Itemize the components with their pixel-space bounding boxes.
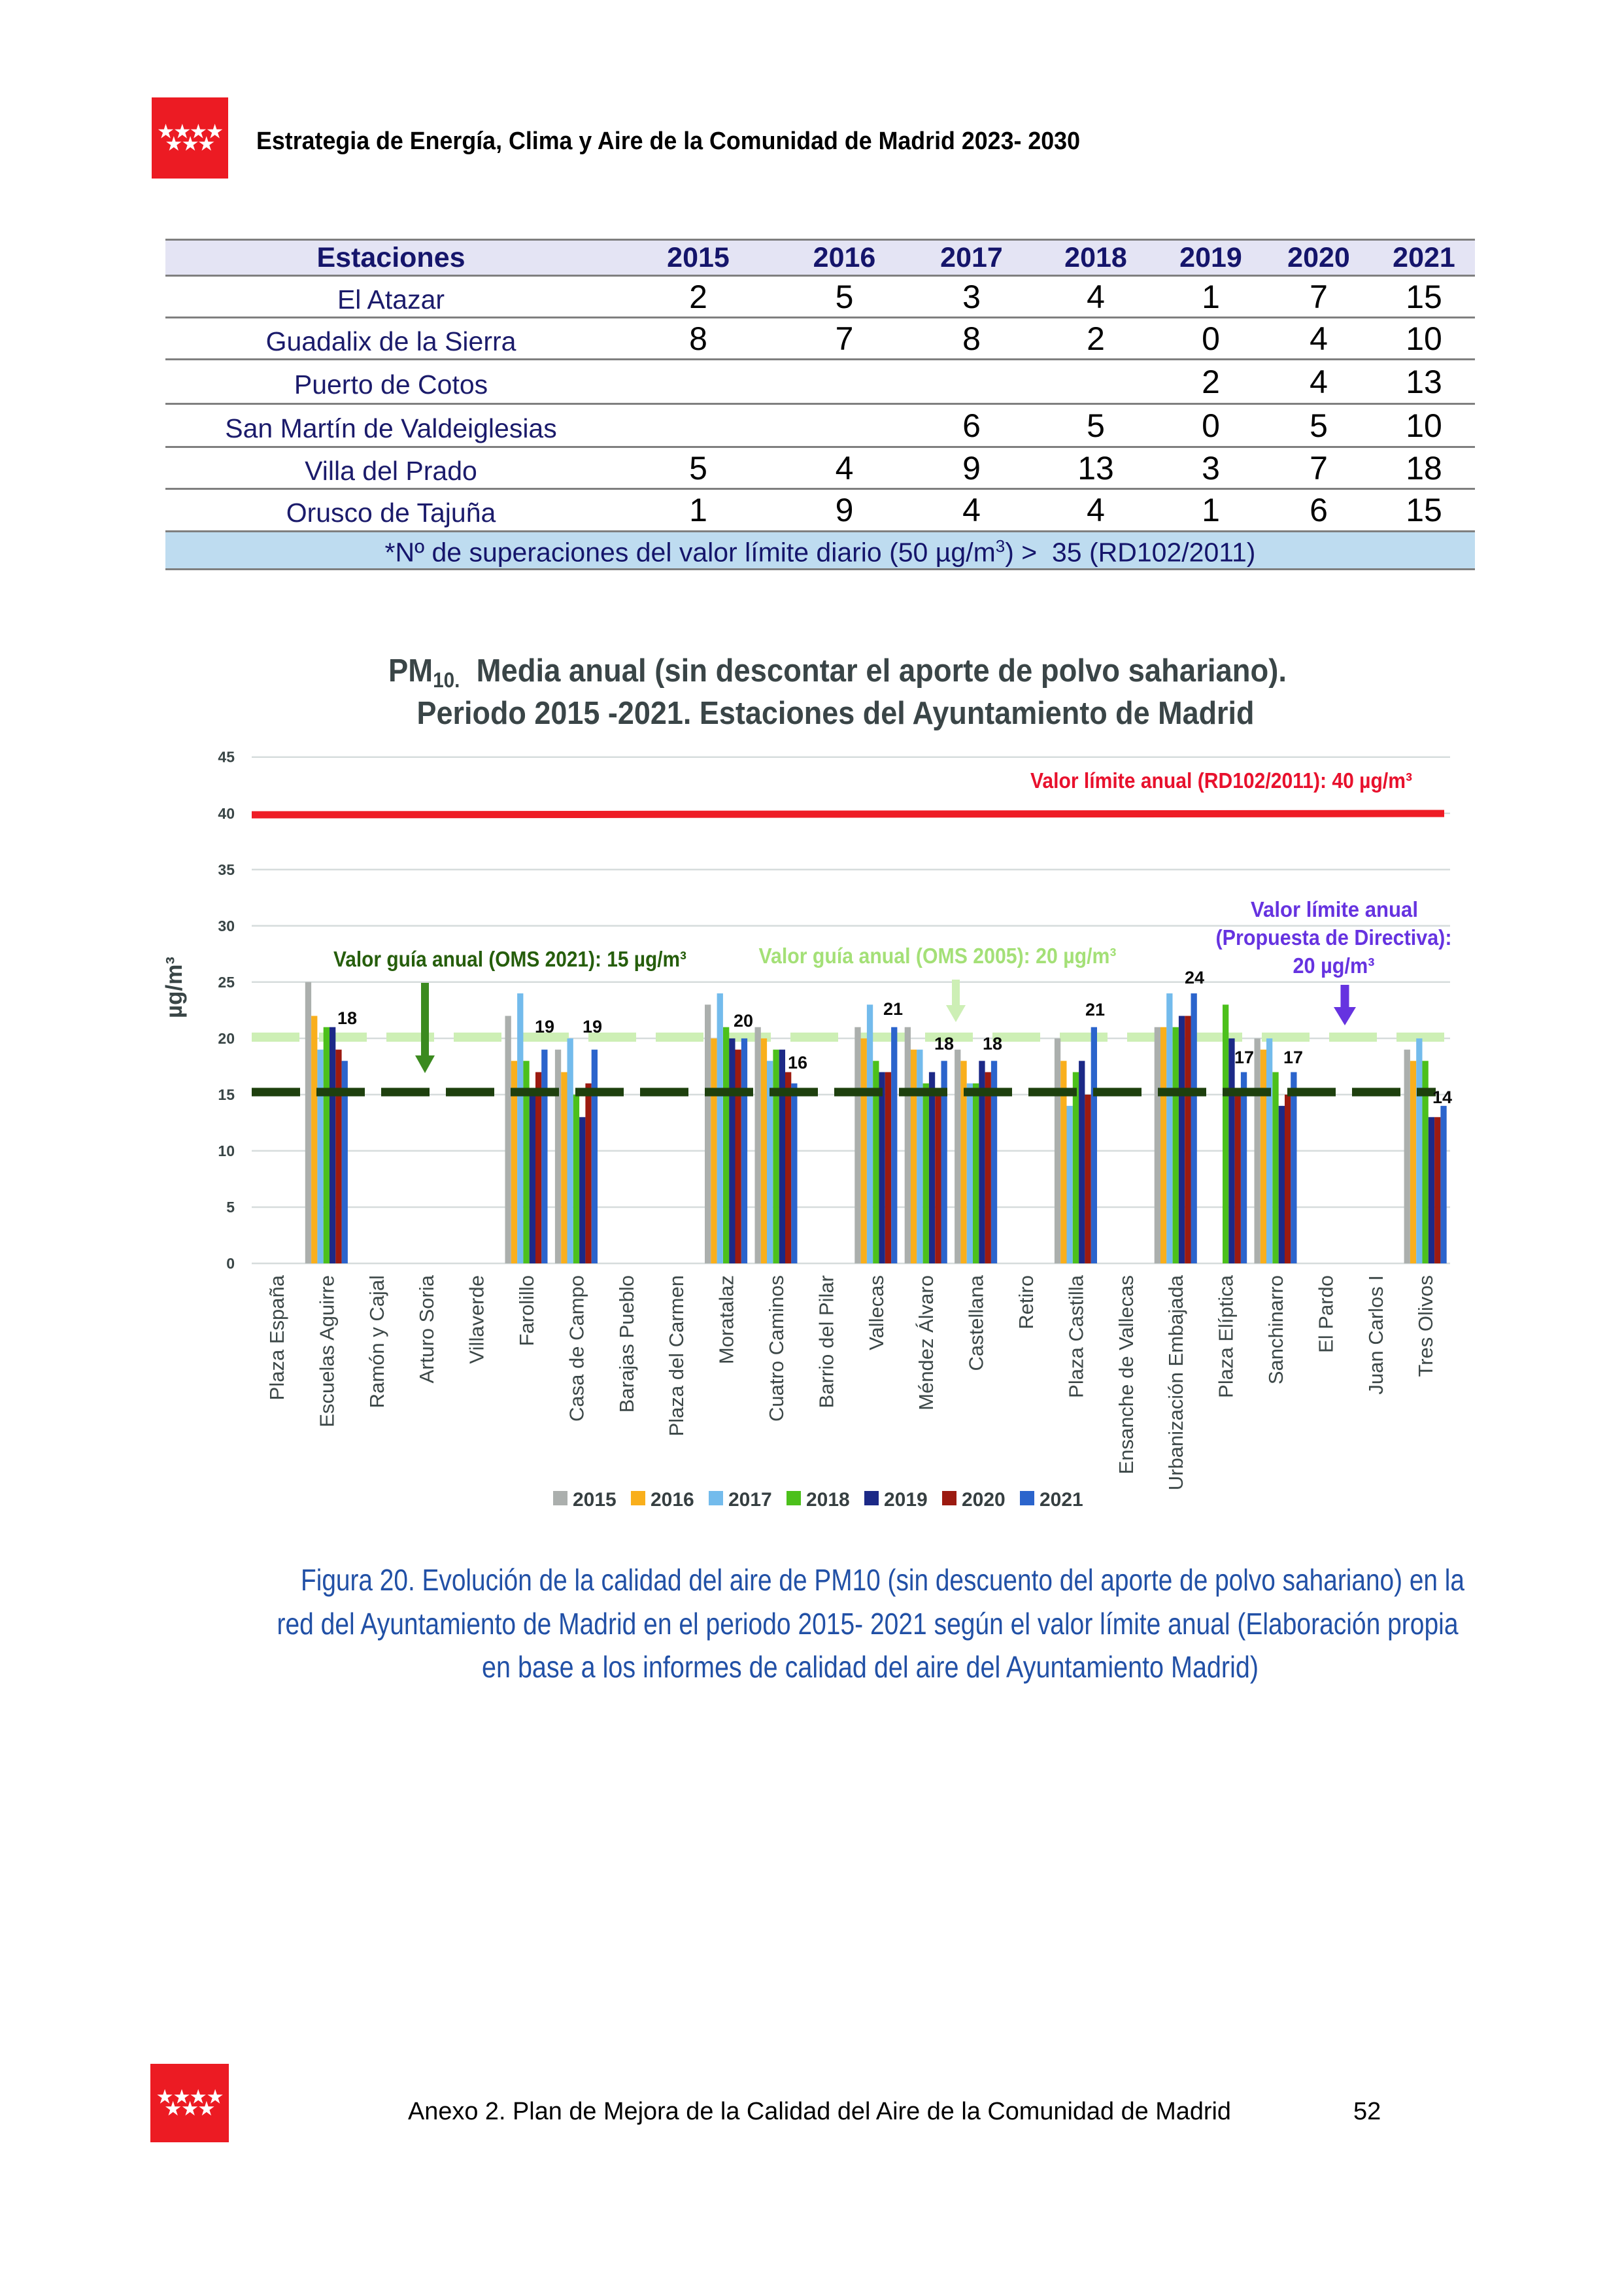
svg-text:Periodo 2015 -2021. Estaciones: Periodo 2015 -2021. Estaciones del Ayunt… xyxy=(417,696,1255,731)
svg-text:Vallecas: Vallecas xyxy=(865,1275,888,1350)
svg-text:Plaza España: Plaza España xyxy=(265,1275,288,1400)
svg-text:red del Ayuntamiento de Madrid: red del Ayuntamiento de Madrid en el per… xyxy=(277,1607,1459,1641)
svg-text:0: 0 xyxy=(226,1255,235,1272)
svg-text:2019: 2019 xyxy=(884,1489,928,1511)
svg-text:Tres Olivos: Tres Olivos xyxy=(1414,1275,1437,1377)
svg-text:2017: 2017 xyxy=(728,1489,772,1511)
svg-text:5: 5 xyxy=(226,1199,235,1216)
svg-text:20: 20 xyxy=(218,1030,235,1047)
svg-text:18: 18 xyxy=(934,1034,954,1053)
svg-text:Ensanche de Vallecas: Ensanche de Vallecas xyxy=(1115,1275,1138,1474)
svg-text:20 µg/m³: 20 µg/m³ xyxy=(1293,953,1375,978)
svg-text:25: 25 xyxy=(218,974,235,991)
svg-text:2018: 2018 xyxy=(806,1489,850,1511)
svg-text:µg/m³: µg/m³ xyxy=(161,957,187,1018)
svg-text:16: 16 xyxy=(788,1053,807,1072)
svg-text:19: 19 xyxy=(535,1017,554,1036)
svg-text:2020: 2020 xyxy=(962,1489,1006,1511)
svg-text:Valor guía anual (OMS 2005): 2: Valor guía anual (OMS 2005): 20 µg/m³ xyxy=(759,944,1117,968)
svg-text:40: 40 xyxy=(218,805,235,822)
svg-text:Valor límite anual (RD102/2011: Valor límite anual (RD102/2011): 40 µg/m… xyxy=(1030,768,1412,793)
svg-text:15: 15 xyxy=(218,1086,235,1103)
svg-text:Plaza Elíptica: Plaza Elíptica xyxy=(1215,1275,1238,1398)
svg-text:en base a los informes de cali: en base a los informes de calidad del ai… xyxy=(482,1650,1259,1684)
svg-text:14: 14 xyxy=(1432,1087,1452,1107)
svg-text:17: 17 xyxy=(1234,1048,1254,1067)
svg-text:Retiro: Retiro xyxy=(1015,1275,1038,1329)
svg-text:(Propuesta de Directiva):: (Propuesta de Directiva): xyxy=(1216,925,1452,950)
svg-text:Plaza del Carmen: Plaza del Carmen xyxy=(665,1275,688,1436)
svg-text:Barrio del Pilar: Barrio del Pilar xyxy=(815,1275,837,1408)
svg-text:21: 21 xyxy=(1085,1000,1105,1019)
svg-text:24: 24 xyxy=(1185,968,1204,987)
svg-text:10: 10 xyxy=(218,1142,235,1159)
svg-text:Méndez Álvaro: Méndez Álvaro xyxy=(915,1275,938,1411)
svg-text:52: 52 xyxy=(1353,2098,1381,2125)
svg-text:Ramón y Cajal: Ramón y Cajal xyxy=(365,1275,388,1408)
svg-text:Castellana: Castellana xyxy=(965,1275,988,1371)
svg-text:2016: 2016 xyxy=(651,1489,694,1511)
svg-text:20: 20 xyxy=(734,1011,753,1031)
svg-text:Estrategia de Energía, Clima y: Estrategia de Energía, Clima y Aire de l… xyxy=(256,128,1080,155)
svg-text:Cuatro Caminos: Cuatro Caminos xyxy=(765,1275,788,1422)
svg-text:18: 18 xyxy=(337,1008,357,1028)
svg-text:Anexo 2. Plan de Mejora de la: Anexo 2. Plan de Mejora de la Calidad de… xyxy=(408,2098,1231,2125)
svg-text:Villaverde: Villaverde xyxy=(465,1275,488,1364)
svg-text:Casa de Campo: Casa de Campo xyxy=(565,1275,588,1422)
svg-text:2021: 2021 xyxy=(1040,1489,1083,1511)
svg-text:Escuelas Aguirre: Escuelas Aguirre xyxy=(315,1275,338,1428)
svg-text:19: 19 xyxy=(583,1017,602,1036)
svg-text:Valor límite anual: Valor límite anual xyxy=(1251,897,1418,921)
svg-text:Sanchinarro: Sanchinarro xyxy=(1264,1275,1287,1384)
svg-text:Valor guía anual (OMS 2021): 1: Valor guía anual (OMS 2021): 15 µg/m³ xyxy=(333,947,686,971)
svg-text:17: 17 xyxy=(1283,1048,1303,1067)
svg-text:Plaza Castilla: Plaza Castilla xyxy=(1064,1275,1087,1398)
svg-text:Barajas Pueblo: Barajas Pueblo xyxy=(615,1275,638,1412)
svg-text:21: 21 xyxy=(883,999,903,1019)
svg-text:Figura 20. Evolución de la cal: Figura 20. Evolución de la calidad del a… xyxy=(301,1563,1464,1597)
svg-text:Urbanización Embajada: Urbanización Embajada xyxy=(1164,1275,1187,1490)
svg-text:Arturo Soria: Arturo Soria xyxy=(415,1275,438,1383)
svg-text:El Pardo: El Pardo xyxy=(1314,1275,1337,1353)
svg-text:Moratalaz: Moratalaz xyxy=(715,1275,738,1364)
svg-text:Farolillo: Farolillo xyxy=(515,1275,538,1346)
svg-text:30: 30 xyxy=(218,917,235,934)
svg-text:45: 45 xyxy=(218,749,235,766)
svg-text:PM10. Media anual (sin descon: PM10. Media anual (sin descontar el apor… xyxy=(388,653,1287,692)
svg-text:Juan Carlos I: Juan Carlos I xyxy=(1364,1275,1387,1395)
svg-text:2015: 2015 xyxy=(573,1489,617,1511)
svg-text:35: 35 xyxy=(218,861,235,878)
svg-text:18: 18 xyxy=(983,1034,1002,1053)
